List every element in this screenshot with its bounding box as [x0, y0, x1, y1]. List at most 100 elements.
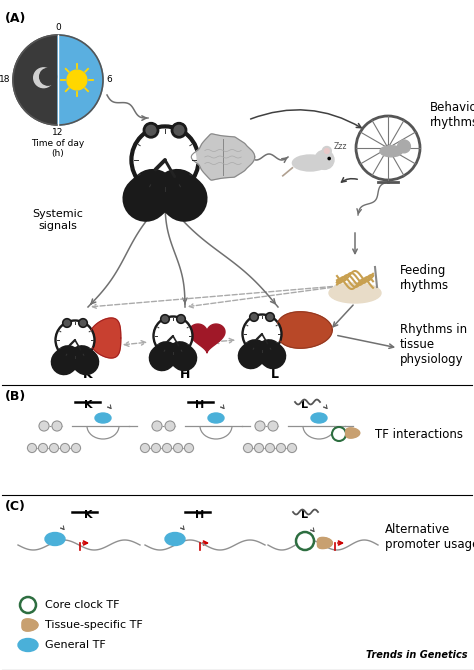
- Circle shape: [38, 444, 47, 452]
- Circle shape: [276, 444, 285, 452]
- Circle shape: [143, 123, 159, 138]
- Circle shape: [161, 315, 169, 324]
- Circle shape: [34, 68, 54, 88]
- Circle shape: [20, 597, 36, 613]
- Circle shape: [67, 70, 87, 90]
- Circle shape: [174, 125, 184, 135]
- Circle shape: [265, 444, 274, 452]
- Circle shape: [57, 322, 92, 358]
- Circle shape: [39, 421, 49, 431]
- Circle shape: [64, 320, 70, 326]
- Text: L: L: [301, 510, 309, 520]
- Circle shape: [315, 150, 334, 170]
- Circle shape: [80, 320, 86, 326]
- Ellipse shape: [208, 413, 224, 423]
- Ellipse shape: [292, 155, 328, 171]
- Circle shape: [40, 68, 56, 85]
- Text: Time of day: Time of day: [31, 139, 85, 148]
- Circle shape: [155, 318, 191, 354]
- Text: 6: 6: [106, 76, 112, 84]
- Text: Rhythms in
tissue
physiology: Rhythms in tissue physiology: [400, 324, 467, 366]
- Circle shape: [171, 123, 187, 138]
- Circle shape: [251, 314, 257, 320]
- Circle shape: [267, 314, 273, 320]
- Circle shape: [242, 314, 282, 354]
- Text: 12: 12: [52, 128, 64, 137]
- Circle shape: [173, 444, 182, 452]
- Ellipse shape: [380, 145, 402, 157]
- Text: K: K: [84, 400, 92, 410]
- Circle shape: [163, 444, 172, 452]
- Circle shape: [63, 319, 72, 328]
- Text: H: H: [195, 510, 205, 520]
- Text: (h): (h): [52, 149, 64, 158]
- Text: L: L: [301, 400, 309, 410]
- Text: Tissue-specific TF: Tissue-specific TF: [45, 620, 143, 630]
- Text: Trends in Genetics: Trends in Genetics: [366, 650, 468, 660]
- Text: K: K: [83, 368, 93, 381]
- Polygon shape: [276, 312, 332, 348]
- Circle shape: [177, 315, 185, 324]
- Ellipse shape: [311, 413, 327, 423]
- Circle shape: [52, 421, 62, 431]
- Circle shape: [322, 147, 331, 155]
- Circle shape: [184, 444, 193, 452]
- Text: Zzz: Zzz: [334, 141, 347, 151]
- Text: K: K: [84, 510, 92, 520]
- Circle shape: [328, 157, 330, 159]
- Wedge shape: [58, 35, 103, 125]
- Circle shape: [268, 421, 278, 431]
- Circle shape: [385, 145, 391, 151]
- Circle shape: [296, 532, 314, 550]
- Circle shape: [324, 149, 329, 153]
- Ellipse shape: [18, 639, 38, 651]
- Circle shape: [332, 427, 346, 441]
- Circle shape: [244, 444, 253, 452]
- Text: Alternative
promoter usage: Alternative promoter usage: [385, 523, 474, 551]
- Circle shape: [178, 316, 184, 322]
- Text: Core clock TF: Core clock TF: [45, 600, 119, 610]
- Polygon shape: [346, 428, 360, 438]
- Circle shape: [27, 444, 36, 452]
- Ellipse shape: [45, 533, 65, 545]
- Circle shape: [146, 125, 156, 135]
- Text: 18: 18: [0, 76, 10, 84]
- Circle shape: [255, 421, 265, 431]
- Circle shape: [72, 444, 81, 452]
- Circle shape: [152, 421, 162, 431]
- Wedge shape: [13, 35, 58, 125]
- Text: Feeding
rhythms: Feeding rhythms: [400, 264, 449, 292]
- Circle shape: [49, 444, 58, 452]
- Circle shape: [398, 140, 410, 153]
- Circle shape: [162, 316, 168, 322]
- Text: General TF: General TF: [45, 640, 106, 650]
- Text: TF interactions: TF interactions: [375, 429, 463, 442]
- Polygon shape: [189, 324, 225, 352]
- Text: 0: 0: [55, 23, 61, 32]
- Circle shape: [152, 444, 161, 452]
- Polygon shape: [22, 619, 38, 631]
- Text: (C): (C): [5, 500, 26, 513]
- Circle shape: [265, 313, 274, 322]
- Circle shape: [61, 444, 70, 452]
- Circle shape: [255, 444, 264, 452]
- Text: H: H: [195, 400, 205, 410]
- Circle shape: [79, 319, 87, 328]
- Circle shape: [140, 444, 149, 452]
- Circle shape: [55, 320, 95, 360]
- Text: Systemic
signals: Systemic signals: [33, 209, 83, 230]
- Circle shape: [134, 129, 196, 191]
- Ellipse shape: [329, 283, 381, 303]
- Polygon shape: [191, 134, 255, 180]
- Circle shape: [153, 316, 193, 356]
- Circle shape: [130, 125, 200, 195]
- Text: H: H: [180, 368, 190, 381]
- Circle shape: [245, 316, 280, 352]
- Text: (A): (A): [5, 12, 27, 25]
- Ellipse shape: [95, 413, 111, 423]
- Text: L: L: [271, 368, 279, 381]
- Circle shape: [165, 421, 175, 431]
- Polygon shape: [318, 537, 332, 549]
- Circle shape: [250, 313, 258, 322]
- Polygon shape: [89, 318, 121, 358]
